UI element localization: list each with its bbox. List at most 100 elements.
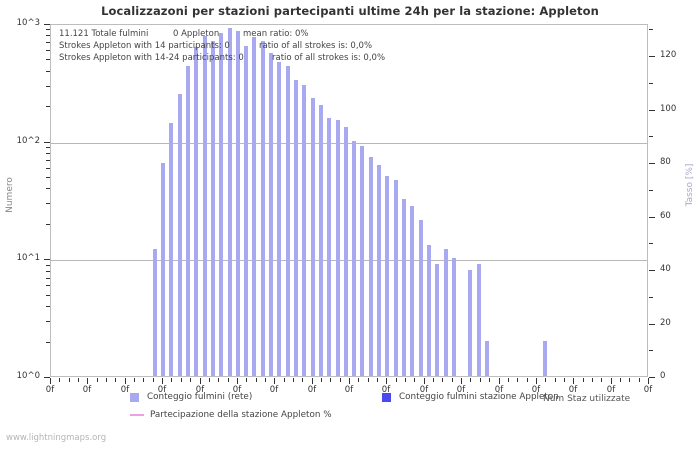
bar	[426, 244, 431, 376]
bar	[310, 98, 315, 376]
bar	[435, 263, 440, 376]
x-tick-minor	[592, 378, 593, 382]
bar	[169, 123, 174, 376]
legend-item[interactable]: Partecipazione della stazione Appleton %	[130, 410, 332, 420]
x-tick-minor	[293, 378, 294, 382]
x-tick-label: 0f	[232, 385, 242, 395]
x-tick-label: 0f	[344, 385, 354, 395]
bar	[418, 220, 423, 376]
x-tick-minor	[564, 378, 565, 382]
bar	[318, 105, 323, 376]
bar	[377, 165, 382, 376]
x-tick-major	[237, 378, 238, 384]
x-tick-label: 0f	[157, 385, 167, 395]
x-tick-minor	[508, 378, 509, 382]
bar	[443, 249, 448, 376]
x-tick-major	[424, 378, 425, 384]
x-tick-major	[50, 378, 51, 384]
y-axis-left-name: Numero	[5, 177, 15, 213]
bar	[227, 28, 232, 376]
gridline	[51, 143, 647, 144]
plot-area	[50, 24, 648, 377]
x-tick-label: 0f	[531, 385, 541, 395]
bar	[285, 66, 290, 376]
y2-tick-minor	[649, 243, 653, 244]
bar	[401, 198, 406, 376]
x-tick-minor	[78, 378, 79, 382]
x-tick-label: 0f	[643, 385, 653, 395]
legend-label: Partecipazione della stazione Appleton %	[150, 410, 332, 420]
annotation-text: ratio of all strokes is: 0,0%	[272, 52, 386, 63]
legend-label: Conteggio fulmini stazione Appleton	[399, 392, 559, 402]
bar	[260, 41, 265, 376]
x-tick-minor	[517, 378, 518, 382]
x-tick-minor	[340, 378, 341, 382]
x-tick-label: 0f	[269, 385, 279, 395]
y-tick-label: 10^0	[16, 371, 40, 381]
x-tick-minor	[115, 378, 116, 382]
x-tick-minor	[396, 378, 397, 382]
x-tick-major	[200, 378, 201, 384]
bar	[210, 41, 215, 376]
y-tick-minor	[46, 342, 50, 343]
x-tick-minor	[69, 378, 70, 382]
x-tick-minor	[480, 378, 481, 382]
bar	[219, 32, 224, 376]
y-tick-minor	[46, 177, 50, 178]
bar	[194, 47, 199, 376]
x-tick-minor	[414, 378, 415, 382]
x-tick-major	[125, 378, 126, 384]
x-tick-minor	[302, 378, 303, 382]
y2-tick-minor	[649, 350, 653, 351]
x-tick-label: 0f	[456, 385, 466, 395]
bar	[451, 258, 456, 376]
y2-tick-label: 80	[660, 157, 671, 167]
x-tick-minor	[452, 378, 453, 382]
bar	[269, 52, 274, 376]
annotation-text: 0 Appleton	[173, 29, 220, 39]
y-tick-minor	[46, 295, 50, 296]
y2-tick-major	[649, 110, 655, 111]
x-tick-minor	[601, 378, 602, 382]
y-tick-minor	[46, 86, 50, 87]
x-tick-minor	[171, 378, 172, 382]
y-tick-minor	[46, 42, 50, 43]
y-tick-minor	[46, 71, 50, 72]
bar	[302, 84, 307, 376]
x-tick-minor	[433, 378, 434, 382]
x-tick-minor	[246, 378, 247, 382]
x-tick-minor	[284, 378, 285, 382]
x-tick-minor	[134, 378, 135, 382]
bar	[186, 66, 191, 376]
y-tick-major	[44, 377, 50, 378]
y2-tick-major	[649, 163, 655, 164]
x-tick-minor	[256, 378, 257, 382]
bar	[277, 61, 282, 376]
legend-item[interactable]: Conteggio fulmini stazione Appleton	[382, 392, 559, 402]
bar	[235, 30, 240, 376]
x-tick-minor	[143, 378, 144, 382]
bar	[360, 146, 365, 376]
x-tick-label: 0f	[120, 385, 130, 395]
x-tick-label: 0f	[381, 385, 391, 395]
y-tick-minor	[46, 188, 50, 189]
y2-tick-major	[649, 270, 655, 271]
y2-tick-major	[649, 324, 655, 325]
x-tick-minor	[629, 378, 630, 382]
legend-item[interactable]: Conteggio fulmini (rete)	[130, 392, 252, 402]
y-tick-minor	[46, 271, 50, 272]
y-tick-minor	[46, 203, 50, 204]
legend: Conteggio fulmini (rete) Partecipazione d…	[0, 392, 700, 432]
x-tick-minor	[181, 378, 182, 382]
y-tick-minor	[46, 168, 50, 169]
x-tick-minor	[489, 378, 490, 382]
y-tick-minor	[46, 321, 50, 322]
x-tick-label: 0f	[45, 385, 55, 395]
annotation-text: Strokes Appleton with 14 participants: 0	[59, 40, 230, 51]
x-tick-minor	[218, 378, 219, 382]
legend-label: Conteggio fulmini (rete)	[147, 392, 253, 402]
x-tick-minor	[555, 378, 556, 382]
x-tick-major	[573, 378, 574, 384]
x-tick-major	[87, 378, 88, 384]
x-tick-minor	[106, 378, 107, 382]
